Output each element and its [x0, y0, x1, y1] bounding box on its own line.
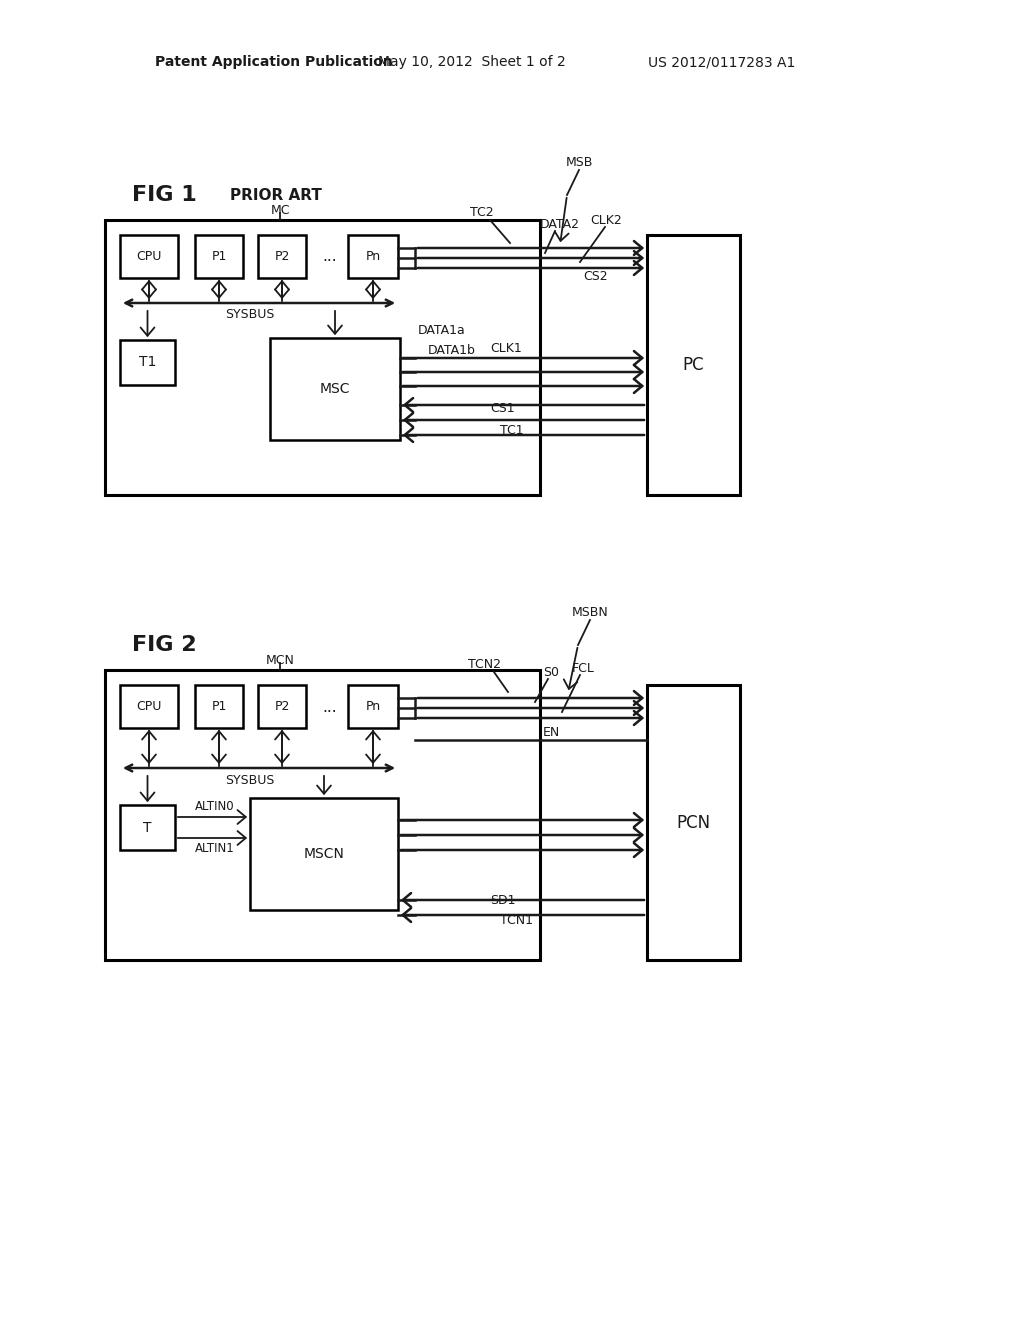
Text: Pn: Pn: [366, 701, 381, 714]
Text: MC: MC: [270, 203, 290, 216]
Bar: [250, 799, 398, 909]
Text: DATA1b: DATA1b: [428, 343, 476, 356]
Text: DATA2: DATA2: [540, 219, 580, 231]
Text: P1: P1: [211, 249, 226, 263]
Text: CS1: CS1: [490, 401, 515, 414]
Bar: [647, 235, 740, 495]
Text: May 10, 2012  Sheet 1 of 2: May 10, 2012 Sheet 1 of 2: [378, 55, 565, 69]
Text: PC: PC: [682, 356, 703, 374]
Text: CS2: CS2: [583, 271, 607, 284]
Bar: [120, 341, 175, 385]
Text: FCL: FCL: [572, 661, 595, 675]
Text: MSB: MSB: [565, 157, 593, 169]
Text: PCN: PCN: [676, 813, 710, 832]
Text: FIG 1: FIG 1: [132, 185, 197, 205]
Bar: [120, 235, 178, 279]
Text: DATA1a: DATA1a: [418, 323, 466, 337]
Text: T1: T1: [139, 355, 157, 370]
Text: PRIOR ART: PRIOR ART: [230, 187, 322, 202]
Text: T: T: [143, 821, 152, 834]
Bar: [647, 685, 740, 960]
Text: CLK1: CLK1: [490, 342, 522, 355]
Text: US 2012/0117283 A1: US 2012/0117283 A1: [648, 55, 796, 69]
Text: P2: P2: [274, 249, 290, 263]
Bar: [120, 805, 175, 850]
Text: TC1: TC1: [500, 424, 523, 437]
Text: MSCN: MSCN: [303, 847, 344, 861]
Text: MSC: MSC: [319, 381, 350, 396]
Text: EN: EN: [543, 726, 560, 739]
Bar: [195, 235, 243, 279]
Bar: [120, 685, 178, 729]
Text: ...: ...: [323, 700, 337, 714]
Bar: [348, 235, 398, 279]
Bar: [258, 685, 306, 729]
Text: Pn: Pn: [366, 249, 381, 263]
Text: TC2: TC2: [470, 206, 494, 219]
Bar: [195, 685, 243, 729]
Text: SD1: SD1: [490, 894, 515, 907]
Bar: [105, 220, 540, 495]
Text: CLK2: CLK2: [590, 214, 622, 227]
Text: CPU: CPU: [136, 249, 162, 263]
Bar: [348, 685, 398, 729]
Text: S0: S0: [543, 665, 559, 678]
Text: ALTIN0: ALTIN0: [196, 800, 234, 813]
Text: SYSBUS: SYSBUS: [225, 309, 274, 322]
Text: TCN2: TCN2: [469, 659, 502, 672]
Text: MCN: MCN: [265, 653, 295, 667]
Text: Patent Application Publication: Patent Application Publication: [155, 55, 393, 69]
Text: CPU: CPU: [136, 700, 162, 713]
Text: P1: P1: [211, 701, 226, 714]
Text: TCN1: TCN1: [500, 913, 534, 927]
Text: ALTIN1: ALTIN1: [196, 842, 234, 854]
Text: ...: ...: [323, 249, 337, 264]
Text: FIG 2: FIG 2: [132, 635, 197, 655]
Bar: [105, 671, 540, 960]
Text: SYSBUS: SYSBUS: [225, 774, 274, 787]
Bar: [270, 338, 400, 440]
Text: MSBN: MSBN: [571, 606, 608, 619]
Bar: [258, 235, 306, 279]
Text: P2: P2: [274, 701, 290, 714]
